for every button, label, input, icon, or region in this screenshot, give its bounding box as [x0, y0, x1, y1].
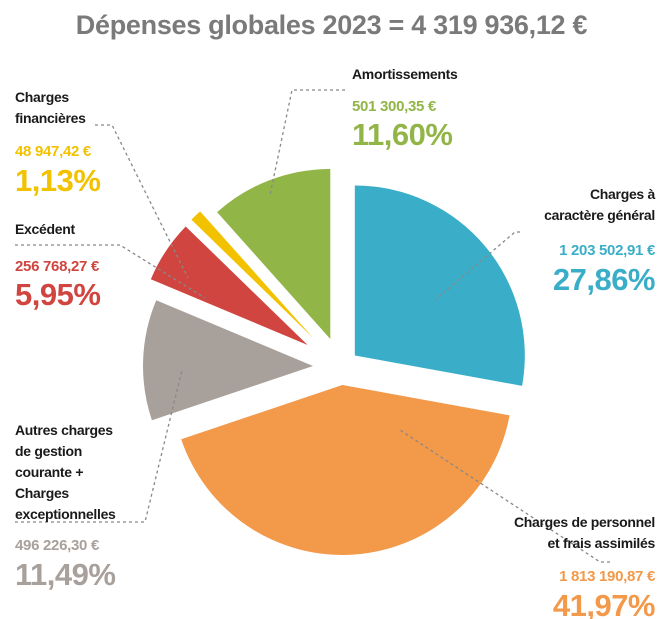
value-label: 11,49%	[15, 557, 116, 592]
leader-line	[15, 369, 183, 523]
chart-title: Dépenses globales 2023 = 4 319 936,12 €	[75, 10, 588, 40]
amount-label: 48 947,42 €	[15, 143, 91, 160]
category-label: Autres charges de gestion courante + Cha…	[15, 422, 116, 522]
amount-label: 496 226,30 €	[15, 537, 99, 554]
amount-label: 1 813 190,87 €	[559, 568, 655, 585]
pie-slice	[191, 211, 314, 339]
pie-slice	[354, 185, 525, 386]
value-label: 11,60%	[352, 117, 453, 152]
amount-label: 1 203 502,91 €	[559, 242, 655, 259]
pie-slice	[217, 168, 331, 339]
amount-label: 501 300,35 €	[352, 98, 436, 115]
category-label: Amortissements	[352, 66, 458, 82]
leader-line	[15, 244, 206, 299]
category-label: Charges financières	[15, 89, 86, 126]
pie-slice	[150, 226, 308, 345]
leader-line	[434, 231, 520, 301]
amount-label: 256 768,27 €	[15, 258, 99, 275]
value-label: 27,86%	[552, 262, 656, 297]
value-label: 5,95%	[15, 277, 101, 312]
category-label: Charges à caractère général	[544, 186, 655, 223]
category-label: Charges de personnel et frais assimilés	[513, 514, 655, 551]
value-label: 41,97%	[552, 588, 656, 619]
value-label: 1,13%	[15, 163, 101, 198]
pie-slice	[181, 384, 510, 555]
category-label: Excédent	[15, 221, 75, 237]
pie-slice	[143, 300, 314, 421]
leader-line	[399, 429, 610, 563]
